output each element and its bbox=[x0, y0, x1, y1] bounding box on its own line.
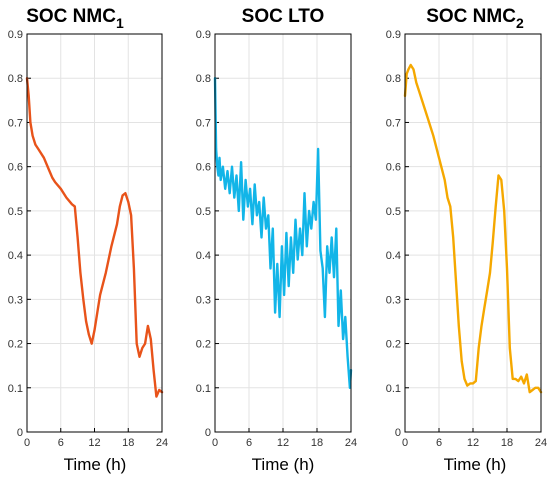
x-axis-label-nmc2: Time (h) bbox=[444, 455, 507, 474]
y-tick-label: 0.8 bbox=[8, 73, 23, 85]
y-tick-label: 0 bbox=[205, 427, 211, 439]
y-tick-label: 0.6 bbox=[8, 162, 23, 174]
y-tick-label: 0.1 bbox=[8, 383, 23, 395]
x-tick-label: 18 bbox=[122, 437, 134, 449]
x-axis-label-nmc1: Time (h) bbox=[64, 455, 127, 474]
plot-frame bbox=[404, 33, 542, 433]
series-line-lto bbox=[213, 77, 353, 389]
chart-title-nmc2: SOC NMC2 bbox=[426, 6, 524, 31]
y-tick-label: 0.8 bbox=[386, 73, 401, 85]
x-tick-label: 12 bbox=[277, 437, 289, 449]
x-tick-label: 24 bbox=[535, 437, 547, 449]
y-tick-label: 0.6 bbox=[196, 162, 211, 174]
y-tick-label: 0.4 bbox=[386, 250, 401, 262]
panel-soc-nmc1: SOC NMC1 Time (h) 0 0.1 0.2 0.3 0.4 0.5 0.6 0.7… bbox=[8, 6, 168, 474]
series-line-nmc2 bbox=[403, 63, 543, 394]
y-tick-label: 0.3 bbox=[196, 294, 211, 306]
y-tick-label: 0.7 bbox=[196, 117, 211, 129]
y-tick-label: 0.9 bbox=[8, 29, 23, 41]
y-tick-label: 0.9 bbox=[196, 29, 211, 41]
x-tick-label: 24 bbox=[345, 437, 357, 449]
y-tick-label: 0.3 bbox=[386, 294, 401, 306]
y-tick-label: 0 bbox=[395, 427, 401, 439]
y-tick-label: 0.5 bbox=[386, 206, 401, 218]
y-tick-label: 0.6 bbox=[386, 162, 401, 174]
y-tick-label: 0.9 bbox=[386, 29, 401, 41]
y-tick-label: 0.4 bbox=[8, 250, 23, 262]
x-tick-label: 0 bbox=[212, 437, 218, 449]
plot-frame bbox=[26, 33, 163, 433]
x-tick-label: 0 bbox=[24, 437, 30, 449]
x-tick-label: 6 bbox=[436, 437, 442, 449]
x-tick-label: 24 bbox=[156, 437, 168, 449]
panel-soc-nmc2: SOC NMC2 Time (h) 0 0.1 0.2 0.3 0.4 0.5 0.6 0.7… bbox=[386, 6, 547, 474]
x-tick-label: 6 bbox=[246, 437, 252, 449]
y-tick-label: 0.1 bbox=[196, 383, 211, 395]
x-tick-label: 12 bbox=[88, 437, 100, 449]
y-tick-label: 0.8 bbox=[196, 73, 211, 85]
chart-title-lto: SOC LTO bbox=[242, 6, 325, 27]
series-line-nmc1 bbox=[25, 77, 164, 398]
y-tick-label: 0 bbox=[17, 427, 23, 439]
y-tick-label: 0.7 bbox=[386, 117, 401, 129]
y-tick-label: 0.5 bbox=[8, 206, 23, 218]
x-tick-label: 18 bbox=[501, 437, 513, 449]
panel-soc-lto: SOC LTO Time (h) 0 0.1 0.2 0.3 0.4 0.5 0.6 0.7 0… bbox=[196, 6, 357, 474]
y-tick-label: 0.2 bbox=[8, 339, 23, 351]
y-tick-label: 0.2 bbox=[386, 339, 401, 351]
y-tick-label: 0.1 bbox=[386, 383, 401, 395]
x-tick-label: 18 bbox=[311, 437, 323, 449]
x-tick-label: 12 bbox=[467, 437, 479, 449]
y-tick-label: 0.3 bbox=[8, 294, 23, 306]
y-tick-label: 0.5 bbox=[196, 206, 211, 218]
chart-title-nmc1: SOC NMC1 bbox=[26, 6, 124, 31]
y-tick-label: 0.4 bbox=[196, 250, 211, 262]
y-tick-label: 0.2 bbox=[196, 339, 211, 351]
x-tick-label: 6 bbox=[58, 437, 64, 449]
plot-frame bbox=[214, 33, 352, 433]
y-tick-label: 0.7 bbox=[8, 117, 23, 129]
x-tick-label: 0 bbox=[402, 437, 408, 449]
x-axis-label-lto: Time (h) bbox=[252, 455, 315, 474]
